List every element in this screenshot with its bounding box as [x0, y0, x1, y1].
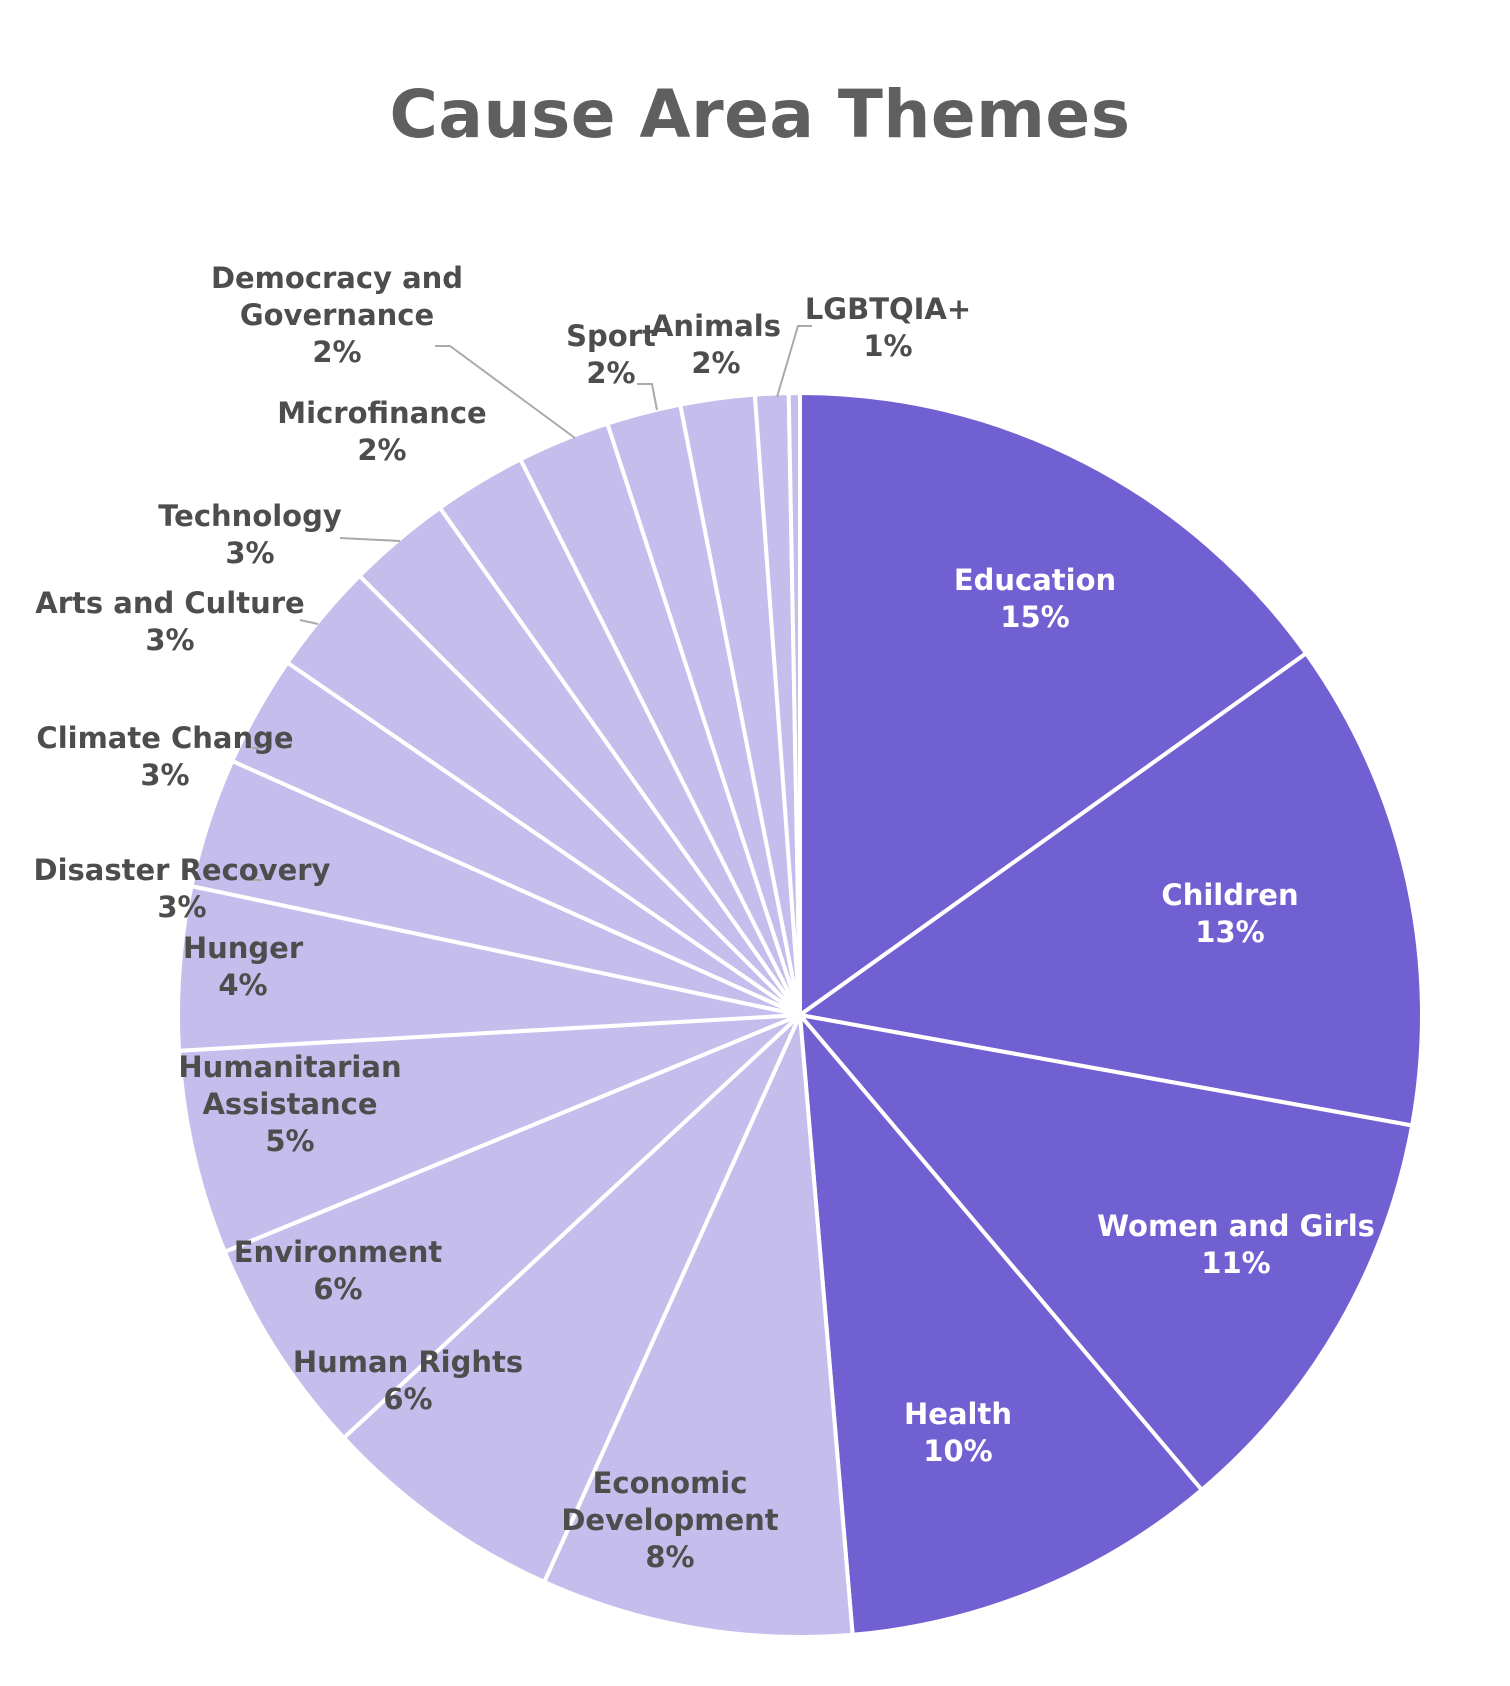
- slice-name-democracy-and-governance: Democracy and: [211, 261, 463, 295]
- slice-percent-children: 13%: [1195, 915, 1264, 949]
- slice-percent-animals: 2%: [691, 346, 740, 380]
- leader-lines: [250, 325, 812, 881]
- pie-slice-other: [786, 390, 802, 1017]
- pie-slices: [176, 390, 1424, 1639]
- slice-name-climate-change: Climate Change: [36, 721, 293, 755]
- slice-percent-hunger: 4%: [218, 968, 267, 1002]
- chart-title: Cause Area Themes: [389, 76, 1131, 153]
- pie-slice-education: [798, 391, 1309, 1017]
- leader-line-arts-and-culture: [299, 619, 319, 625]
- slice-name-humanitarian-assistance: Humanitarian: [178, 1050, 401, 1084]
- slice-name-microfinance: Microfinance: [277, 396, 486, 430]
- slice-name-children: Children: [1161, 878, 1298, 912]
- slice-percent-arts-and-culture: 3%: [145, 623, 194, 657]
- slice-name-democracy-and-governance: Governance: [240, 298, 434, 332]
- slice-name-education: Education: [954, 563, 1116, 597]
- pie-slice-health: [798, 1013, 1204, 1637]
- slice-percent-climate-change: 3%: [140, 758, 189, 792]
- slice-name-economic-development: Development: [561, 1503, 778, 1537]
- slice-percent-technology: 3%: [225, 536, 274, 570]
- pie-slice-human-rights: [341, 1013, 802, 1584]
- pie-slice-economic-development: [542, 1013, 855, 1639]
- slice-name-arts-and-culture: Arts and Culture: [35, 586, 304, 620]
- slice-name-women-and-girls: Women and Girls: [1097, 1209, 1375, 1243]
- slice-percent-human-rights: 6%: [383, 1382, 432, 1416]
- slice-percent-democracy-and-governance: 2%: [312, 335, 361, 369]
- slice-percent-women-and-girls: 11%: [1201, 1246, 1270, 1280]
- leader-line-technology: [339, 537, 401, 542]
- slice-percent-microfinance: 2%: [357, 433, 406, 467]
- slice-name-animals: Animals: [651, 309, 781, 343]
- pie-slice-children: [798, 651, 1424, 1128]
- slice-name-disaster-recovery: Disaster Recovery: [34, 853, 331, 887]
- slice-percent-lgbtqia: 1%: [863, 329, 912, 363]
- slice-name-sport: Sport: [566, 319, 656, 353]
- slice-name-humanitarian-assistance: Assistance: [202, 1087, 377, 1121]
- slice-percent-economic-development: 8%: [645, 1540, 694, 1574]
- slice-percent-health: 10%: [923, 1434, 992, 1468]
- slice-percent-education: 15%: [1000, 600, 1069, 634]
- leader-line-sport: [637, 383, 658, 411]
- slice-percent-sport: 2%: [586, 356, 635, 390]
- slice-name-environment: Environment: [234, 1235, 443, 1269]
- pie-slice-humanitarian-assistance: [177, 1013, 802, 1254]
- slice-label-lgbtqia: LGBTQIA+1%: [805, 292, 971, 363]
- slice-percent-humanitarian-assistance: 5%: [265, 1124, 314, 1158]
- slice-name-lgbtqia: LGBTQIA+: [805, 292, 971, 326]
- slice-name-technology: Technology: [158, 499, 342, 533]
- slice-percent-environment: 6%: [313, 1272, 362, 1306]
- leader-line-lgbtqia: [776, 325, 812, 398]
- slice-percent-disaster-recovery: 3%: [157, 890, 206, 924]
- slice-name-health: Health: [904, 1397, 1012, 1431]
- slice-name-economic-development: Economic: [593, 1466, 748, 1500]
- slice-name-human-rights: Human Rights: [293, 1345, 523, 1379]
- slice-name-hunger: Hunger: [183, 931, 304, 965]
- leader-line-democracy-and-governance: [435, 345, 576, 439]
- pie-slice-environment: [222, 1013, 802, 1440]
- pie-slice-women-and-girls: [798, 1013, 1415, 1492]
